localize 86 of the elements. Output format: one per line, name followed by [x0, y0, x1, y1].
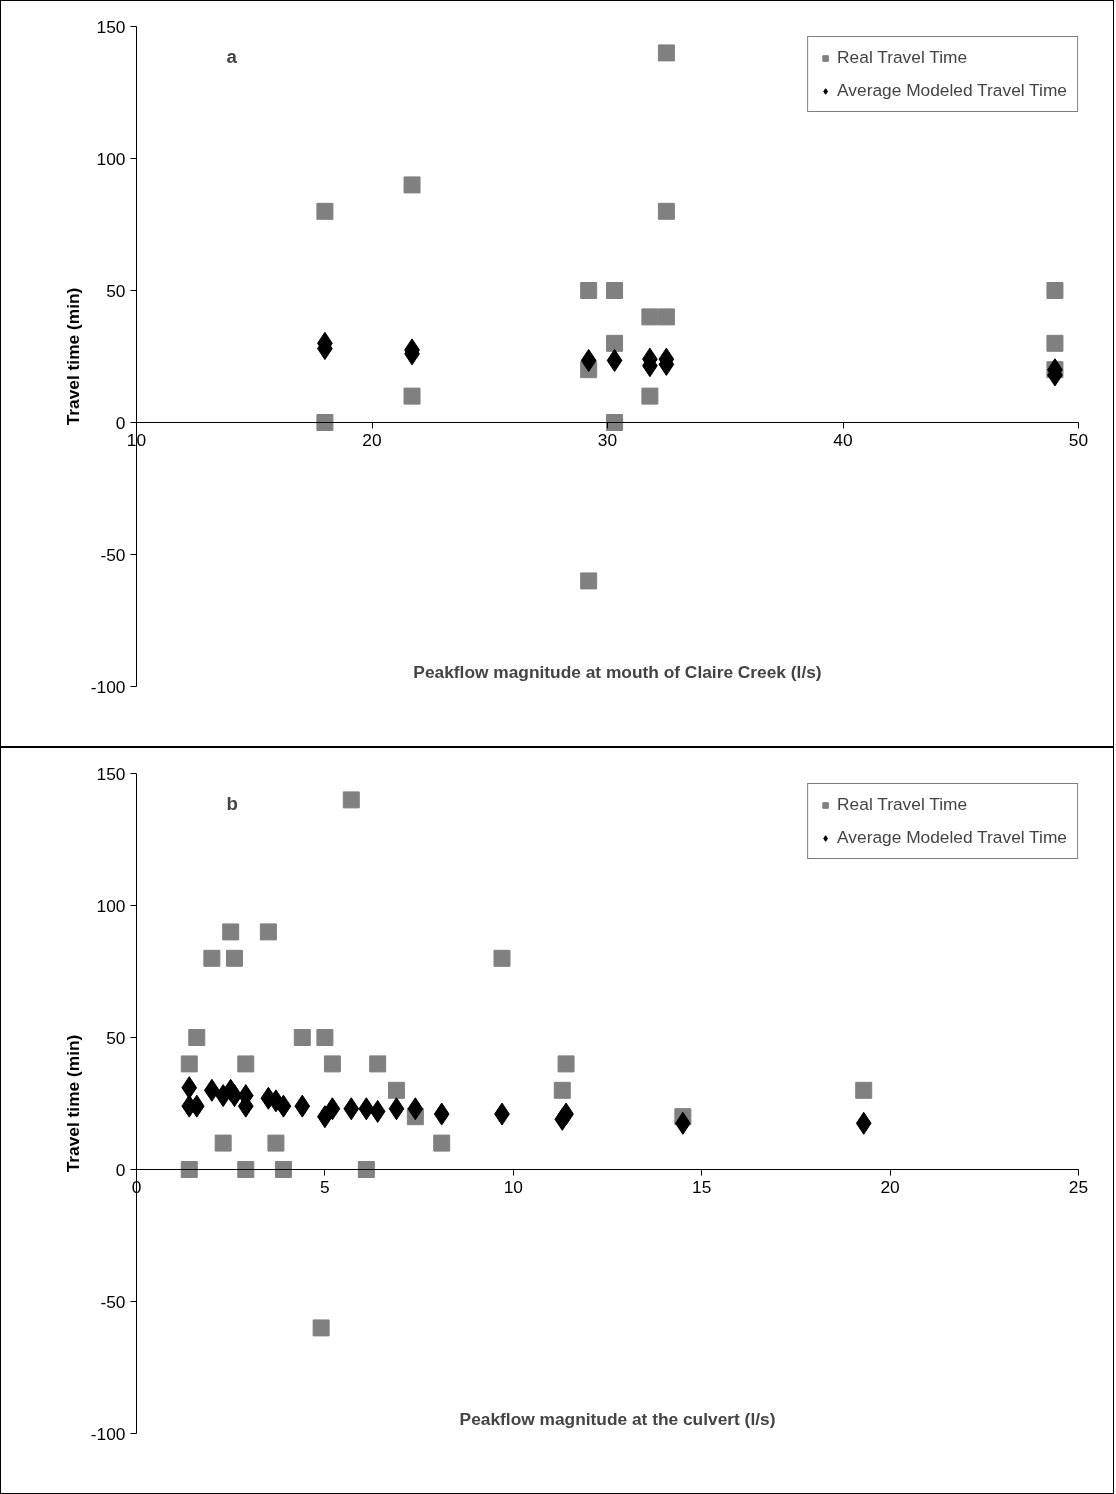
point	[237, 1055, 255, 1073]
x-tick-label: 25	[1068, 1176, 1089, 1197]
point	[342, 791, 360, 809]
point	[557, 1055, 575, 1073]
y-tick-label: 100	[96, 895, 126, 916]
point	[343, 1097, 360, 1121]
point	[657, 202, 675, 220]
point	[553, 1081, 571, 1099]
point	[855, 1081, 873, 1099]
point	[323, 1055, 341, 1073]
point	[403, 387, 421, 405]
point	[369, 1099, 386, 1123]
y-axis-title: Travel time (min)	[62, 1034, 83, 1173]
point	[641, 387, 659, 405]
point	[1046, 334, 1064, 352]
point	[203, 949, 221, 967]
legend-label: Average Modeled Travel Time	[837, 827, 1067, 848]
point	[855, 1111, 872, 1135]
point	[222, 923, 240, 941]
y-tick-label: 0	[115, 412, 126, 433]
y-tick-label: 0	[115, 1159, 126, 1180]
legend-label: Real Travel Time	[837, 47, 968, 68]
point	[293, 1029, 311, 1046]
point	[493, 949, 511, 967]
y-tick-label: 150	[96, 763, 126, 784]
point	[357, 1161, 375, 1178]
point	[657, 44, 675, 62]
x-axis-title: Peakflow magnitude at the culvert (l/s)	[459, 1408, 776, 1429]
y-tick-label: -50	[100, 1291, 126, 1312]
x-tick-label: 20	[880, 1176, 900, 1197]
point	[226, 1084, 243, 1108]
point	[316, 202, 334, 220]
point	[606, 348, 623, 372]
point	[1046, 282, 1064, 299]
point	[275, 1094, 292, 1118]
point	[388, 1097, 405, 1121]
point	[407, 1097, 424, 1121]
point	[387, 1081, 405, 1099]
x-tick-label: 40	[833, 429, 853, 450]
point	[580, 348, 597, 372]
point	[274, 1161, 292, 1178]
legend-label: Average Modeled Travel Time	[837, 80, 1067, 101]
y-tick-label: -50	[100, 544, 126, 565]
point	[433, 1102, 450, 1126]
point	[214, 1134, 232, 1152]
point	[324, 1097, 341, 1121]
point	[188, 1029, 206, 1046]
point	[225, 949, 243, 967]
point	[181, 1076, 198, 1100]
point	[358, 1097, 375, 1121]
x-tick-label: 30	[597, 429, 618, 450]
point	[580, 282, 598, 299]
point	[369, 1055, 387, 1073]
y-tick-label: -100	[90, 676, 126, 697]
point	[316, 414, 334, 431]
point	[294, 1094, 311, 1118]
point	[403, 176, 421, 194]
x-axis-title: Peakflow magnitude at mouth of Claire Creek (l/s)	[413, 661, 822, 682]
legend-label: Real Travel Time	[837, 794, 968, 815]
point	[267, 1134, 285, 1152]
point	[180, 1161, 198, 1178]
y-tick-label: -100	[90, 1423, 126, 1444]
point	[259, 923, 277, 941]
y-tick-label: 50	[106, 1027, 126, 1048]
point	[641, 308, 659, 326]
point	[580, 572, 598, 590]
point	[433, 1134, 451, 1152]
point	[180, 1055, 198, 1073]
point	[606, 282, 624, 299]
annotation: b	[226, 792, 238, 814]
point	[312, 1319, 330, 1337]
point	[316, 1029, 334, 1046]
y-tick-label: 50	[106, 280, 126, 301]
point	[657, 308, 675, 326]
x-tick-label: 10	[503, 1176, 523, 1197]
y-tick-label: 100	[96, 148, 126, 169]
annotation: a	[226, 45, 238, 67]
x-tick-label: 50	[1068, 429, 1089, 450]
y-tick-label: 150	[96, 16, 126, 37]
x-tick-label: 5	[320, 1176, 330, 1197]
x-tick-label: 20	[362, 429, 382, 450]
x-tick-label: 15	[692, 1176, 712, 1197]
point	[237, 1161, 255, 1178]
point	[606, 334, 624, 352]
y-axis-title: Travel time (min)	[62, 287, 83, 426]
point	[606, 414, 624, 431]
